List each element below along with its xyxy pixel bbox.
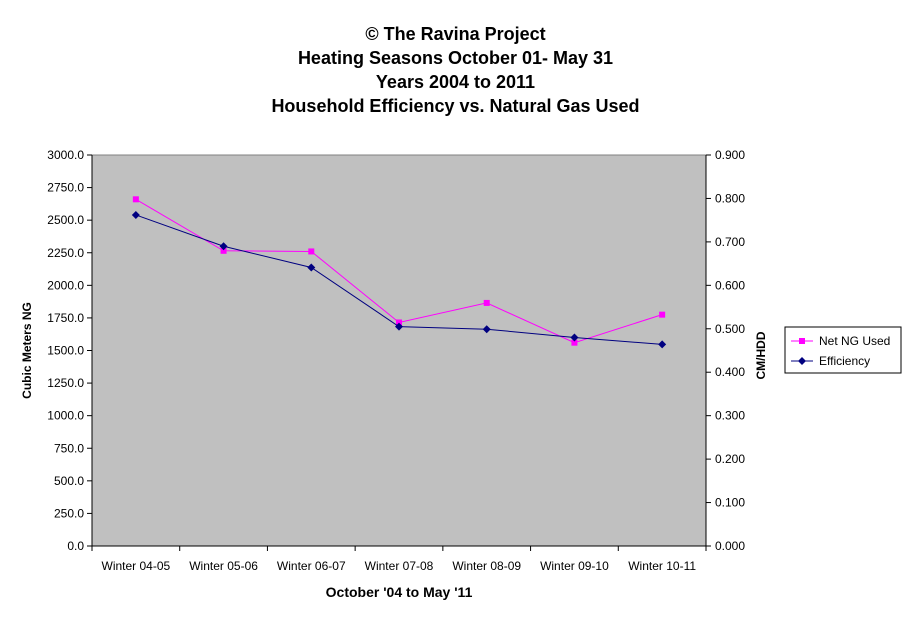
right-axis-title: CM/HDD	[754, 331, 768, 379]
legend-label-efficiency: Efficiency	[819, 354, 870, 368]
left-axis-tick-label: 1250.0	[47, 376, 84, 390]
chart-title: © The Ravina Project Heating Seasons Oct…	[0, 22, 911, 118]
right-axis-tick-label: 0.700	[715, 235, 745, 249]
data-point-net-ng-used	[220, 247, 227, 254]
right-axis-tick-label: 0.400	[715, 365, 745, 379]
right-axis-tick-label: 0.900	[715, 148, 745, 162]
left-axis-tick-label: 1000.0	[47, 409, 84, 423]
right-axis-tick-label: 0.200	[715, 452, 745, 466]
data-point-net-ng-used	[483, 299, 490, 306]
right-axis-tick-label: 0.500	[715, 322, 745, 336]
x-axis-tick-label: Winter 09-10	[540, 559, 609, 573]
left-axis-tick-label: 750.0	[54, 441, 84, 455]
left-axis-tick-label: 1500.0	[47, 344, 84, 358]
right-axis-tick-label: 0.000	[715, 539, 745, 553]
left-axis-tick-label: 2750.0	[47, 181, 84, 195]
data-point-net-ng-used	[396, 319, 402, 326]
left-axis-tick-label: 500.0	[54, 474, 84, 488]
left-axis-tick-label: 1750.0	[47, 311, 84, 325]
data-point-efficiency	[307, 263, 316, 272]
data-point-net-ng-used	[132, 196, 139, 203]
left-axis-tick-label: 0.0	[67, 539, 84, 553]
x-axis-tick-label: Winter 05-06	[189, 559, 258, 573]
left-axis-title: Cubic Meters NG	[20, 302, 34, 399]
right-axis-tick-label: 0.600	[715, 278, 745, 292]
chart-title-line-1: © The Ravina Project	[365, 24, 546, 44]
left-axis-tick-label: 2000.0	[47, 278, 84, 292]
data-point-efficiency	[131, 210, 140, 219]
right-axis-tick-label: 0.800	[715, 191, 745, 205]
legend-marker-efficiency	[798, 357, 806, 365]
data-point-efficiency	[395, 322, 403, 331]
left-axis-tick-label: 250.0	[54, 506, 84, 520]
chart-title-line-2: Heating Seasons October 01- May 31	[297, 48, 614, 68]
legend-marker-net-ng-used	[799, 338, 805, 344]
data-point-net-ng-used	[571, 339, 578, 346]
x-axis-tick-label: Winter 04-05	[102, 559, 171, 573]
legend-label-net-ng-used: Net NG Used	[819, 334, 890, 348]
x-axis-tick-label: Winter 06-07	[277, 559, 346, 573]
right-axis-tick-label: 0.300	[715, 409, 745, 423]
data-point-efficiency	[658, 340, 667, 349]
data-point-efficiency	[570, 333, 579, 342]
data-point-efficiency	[219, 242, 228, 251]
x-axis-title: October '04 to May '11	[326, 584, 473, 600]
data-point-net-ng-used	[308, 248, 315, 255]
x-axis-tick-label: Winter 07-08	[365, 559, 434, 573]
left-axis-tick-label: 2250.0	[47, 246, 84, 260]
right-axis-tick-label: 0.100	[715, 496, 745, 510]
left-axis-tick-label: 3000.0	[47, 148, 84, 162]
chart-title-line-3: Years 2004 to 2011	[375, 72, 536, 92]
data-point-net-ng-used	[659, 311, 666, 318]
left-axis-tick-label: 2500.0	[47, 213, 84, 227]
legend-box	[784, 326, 902, 374]
x-axis-tick-label: Winter 10-11	[628, 559, 696, 573]
x-axis-tick-label: Winter 08-09	[452, 559, 521, 573]
chart-title-line-4: Household Efficiency vs. Natural Gas Use…	[271, 96, 640, 116]
data-point-efficiency	[482, 325, 491, 334]
plot-area	[91, 154, 707, 547]
